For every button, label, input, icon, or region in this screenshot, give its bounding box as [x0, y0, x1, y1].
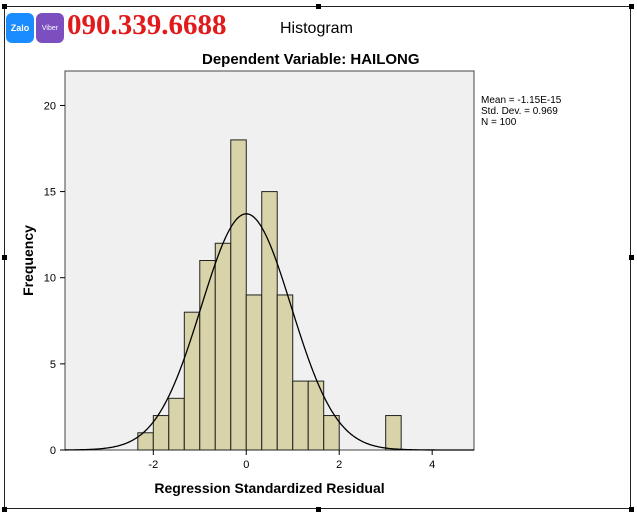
x-tick-label: -2: [148, 459, 158, 471]
histogram-bar: [183, 311, 201, 451]
histogram-bar: [292, 380, 309, 451]
viber-logo-icon: Viber: [36, 13, 64, 43]
histogram-bar: [168, 397, 185, 451]
resize-handle-top-center[interactable]: [316, 4, 321, 9]
x-tick-label: 0: [243, 459, 249, 471]
y-tick-label: 0: [50, 445, 56, 457]
y-tick-label: 5: [50, 359, 56, 371]
histogram-bar: [230, 139, 247, 451]
stat-mean: Mean = -1.15E-15: [481, 95, 562, 106]
histogram-bar: [214, 242, 232, 451]
histogram-bar: [152, 415, 170, 451]
stats-box: Mean = -1.15E-15 Std. Dev. = 0.969 N = 1…: [481, 95, 561, 128]
resize-handle-bottom-left[interactable]: [2, 507, 7, 512]
zalo-logo-icon: Zalo: [6, 13, 34, 43]
resize-handle-bottom-center[interactable]: [316, 507, 321, 512]
histogram-bar: [323, 415, 340, 451]
resize-handle-bottom-right[interactable]: [629, 507, 634, 512]
x-axis-label: Regression Standardized Residual: [154, 480, 384, 496]
resize-handle-middle-left[interactable]: [2, 255, 7, 260]
y-tick-label: 15: [44, 187, 56, 199]
stat-std-dev: Std. Dev. = 0.969: [481, 106, 558, 117]
chart-title: Histogram: [280, 20, 353, 37]
histogram-bar: [245, 294, 263, 451]
y-tick-label: 10: [44, 273, 56, 285]
resize-handle-middle-right[interactable]: [629, 255, 634, 260]
resize-handle-top-left[interactable]: [2, 4, 7, 9]
y-tick-label: 20: [44, 100, 56, 112]
stat-n: N = 100: [481, 117, 517, 128]
y-axis-label: Frequency: [20, 225, 36, 296]
histogram-bar: [385, 415, 402, 451]
chart-subtitle: Dependent Variable: HAILONG: [202, 51, 420, 68]
resize-handle-top-right[interactable]: [629, 4, 634, 9]
histogram-bar: [276, 294, 294, 451]
x-tick-label: 2: [336, 459, 342, 471]
x-tick-label: 4: [429, 459, 435, 471]
phone-watermark: 090.339.6688: [67, 9, 227, 41]
normal-curve: [64, 213, 474, 451]
